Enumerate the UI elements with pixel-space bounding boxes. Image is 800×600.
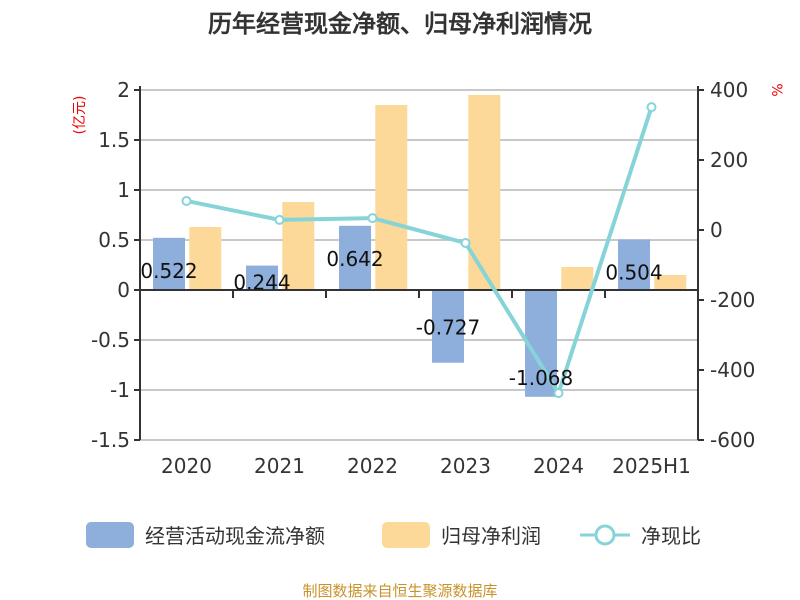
data-label-cashflow: 0.522 bbox=[140, 259, 197, 283]
bar-cashflow bbox=[432, 290, 465, 363]
x-tick-label: 2022 bbox=[347, 454, 398, 478]
left-tick-label: 1 bbox=[117, 178, 130, 202]
right-tick-label: 400 bbox=[710, 78, 748, 102]
x-tick-label: 2024 bbox=[533, 454, 584, 478]
legend-label-ratio: 净现比 bbox=[641, 524, 701, 548]
left-tick-label: 1.5 bbox=[98, 128, 130, 152]
legend-swatch-profit bbox=[382, 522, 430, 548]
data-label-cashflow: 0.504 bbox=[605, 261, 662, 285]
legend: 经营活动现金流净额 归母净利润 净现比 bbox=[86, 522, 701, 548]
left-tick-label: -1 bbox=[110, 378, 130, 402]
bar-profit bbox=[561, 267, 594, 290]
bar-profit bbox=[375, 105, 408, 290]
ratio-point bbox=[181, 195, 192, 206]
data-label-cashflow: 0.642 bbox=[326, 247, 383, 271]
left-tick-label: 0.5 bbox=[98, 228, 130, 252]
left-tick-label: 2 bbox=[117, 78, 130, 102]
x-tick-label: 2020 bbox=[161, 454, 212, 478]
bar-profit bbox=[282, 202, 315, 290]
ratio-point bbox=[553, 388, 564, 399]
bar-cashflow bbox=[618, 239, 651, 290]
ratio-point bbox=[274, 214, 285, 225]
left-axis-unit: (亿元) bbox=[72, 96, 88, 135]
x-tick-label: 2021 bbox=[254, 454, 305, 478]
right-tick-label: 0 bbox=[710, 218, 723, 242]
left-tick-label: -0.5 bbox=[91, 328, 130, 352]
data-label-cashflow: -1.068 bbox=[509, 366, 573, 390]
x-tick-label: 2023 bbox=[440, 454, 491, 478]
legend-label-profit: 归母净利润 bbox=[441, 524, 541, 548]
chart-title: 历年经营现金净额、归母净利润情况 bbox=[208, 10, 592, 38]
right-tick-label: -200 bbox=[710, 288, 755, 312]
right-tick-label: 200 bbox=[710, 148, 748, 172]
source-note: 制图数据来自恒生聚源数据库 bbox=[302, 582, 497, 600]
bar-cashflow bbox=[153, 237, 186, 290]
ratio-point bbox=[460, 237, 471, 248]
left-tick-label: 0 bbox=[117, 278, 130, 302]
data-label-cashflow: 0.244 bbox=[233, 271, 290, 295]
legend-marker-ratio bbox=[594, 524, 616, 546]
ratio-point bbox=[367, 213, 378, 224]
left-tick-label: -1.5 bbox=[91, 428, 130, 452]
legend-swatch-cashflow bbox=[86, 522, 134, 548]
legend-label-cashflow: 经营活动现金流净额 bbox=[145, 524, 325, 548]
bar-cashflow bbox=[339, 225, 372, 290]
ratio-point bbox=[646, 102, 657, 113]
bar-profit bbox=[654, 275, 687, 290]
x-tick-label: 2025H1 bbox=[612, 454, 691, 478]
ratio-line bbox=[186, 106, 654, 398]
right-tick-label: -400 bbox=[710, 358, 755, 382]
right-tick-label: -600 bbox=[710, 428, 755, 452]
bar-profit bbox=[189, 227, 222, 290]
data-label-cashflow: -0.727 bbox=[416, 316, 480, 340]
bar-cashflow bbox=[246, 265, 279, 290]
right-axis-unit: % bbox=[768, 83, 784, 96]
bar-profit bbox=[468, 95, 501, 290]
